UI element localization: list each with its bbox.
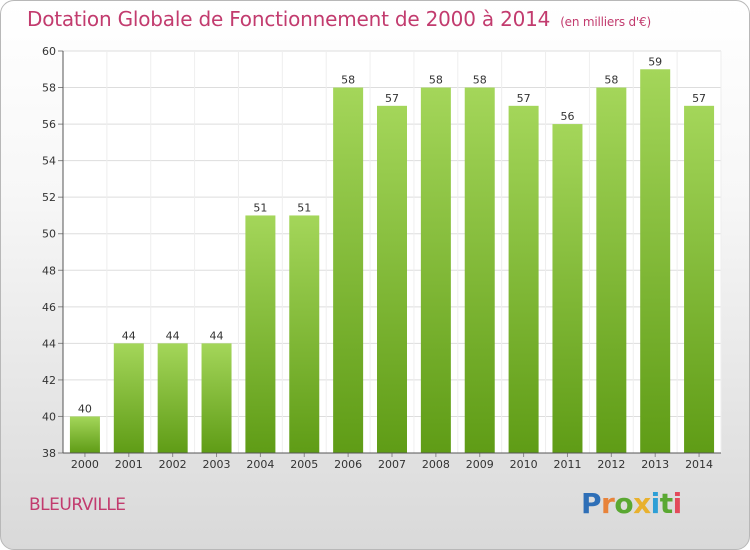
data-label-2006: 58 bbox=[341, 74, 355, 87]
x-tick-label-2007: 2007 bbox=[378, 458, 406, 471]
x-tick-label-2008: 2008 bbox=[422, 458, 450, 471]
x-tick-label-2000: 2000 bbox=[71, 458, 99, 471]
logo-letter: P bbox=[581, 487, 602, 520]
x-tick-label-2003: 2003 bbox=[203, 458, 231, 471]
x-tick-label-2010: 2010 bbox=[510, 458, 538, 471]
data-label-2001: 44 bbox=[122, 329, 136, 342]
data-label-2003: 44 bbox=[210, 329, 224, 342]
chart-subtitle: (en milliers d'€) bbox=[560, 15, 651, 29]
proxiti-logo[interactable]: Proxiti bbox=[581, 487, 682, 520]
bar-2004 bbox=[245, 215, 276, 453]
x-tick-label-2001: 2001 bbox=[115, 458, 143, 471]
y-tick-label: 42 bbox=[42, 374, 56, 387]
data-label-2007: 57 bbox=[385, 92, 399, 105]
x-tick-label-2011: 2011 bbox=[553, 458, 581, 471]
data-label-2013: 59 bbox=[648, 55, 662, 68]
labels: 38 40 42 44 46 48 50 52 54 56 58 60 40 2000 44 2001 44 20… bbox=[42, 45, 713, 471]
bar-2000 bbox=[69, 416, 100, 453]
bar-2005 bbox=[289, 215, 320, 453]
x-tick-label-2005: 2005 bbox=[290, 458, 318, 471]
y-tick-label: 48 bbox=[42, 264, 56, 277]
y-tick-label: 60 bbox=[42, 45, 56, 58]
y-tick-label: 52 bbox=[42, 191, 56, 204]
x-tick-label-2006: 2006 bbox=[334, 458, 362, 471]
data-label-2012: 58 bbox=[604, 74, 618, 87]
x-tick-label-2004: 2004 bbox=[246, 458, 274, 471]
data-label-2008: 58 bbox=[429, 74, 443, 87]
y-tick-label: 56 bbox=[42, 118, 56, 131]
data-label-2010: 57 bbox=[517, 92, 531, 105]
logo-letter: o bbox=[614, 487, 634, 520]
bar-2002 bbox=[157, 343, 188, 453]
x-tick-label-2002: 2002 bbox=[159, 458, 187, 471]
x-tick-label-2013: 2013 bbox=[641, 458, 669, 471]
bar-2009 bbox=[464, 87, 495, 453]
logo-letter: i bbox=[672, 487, 683, 520]
chart-title: Dotation Globale de Fonctionnement de 20… bbox=[27, 7, 651, 31]
data-label-2002: 44 bbox=[166, 329, 180, 342]
place-name: BLEURVILLE bbox=[29, 495, 126, 515]
data-label-2009: 58 bbox=[473, 74, 487, 87]
y-tick-label: 58 bbox=[42, 82, 56, 95]
y-tick-label: 46 bbox=[42, 301, 56, 314]
logo-letter: x bbox=[633, 487, 651, 520]
logo-letter: i bbox=[650, 487, 661, 520]
x-tick-label-2009: 2009 bbox=[466, 458, 494, 471]
bar-2014 bbox=[684, 105, 715, 454]
logo-letter: r bbox=[601, 487, 615, 520]
bar-2013 bbox=[640, 69, 671, 453]
y-tick-label: 44 bbox=[42, 337, 56, 350]
bar-2003 bbox=[201, 343, 232, 453]
bar-2012 bbox=[596, 87, 627, 453]
logo-letter: t bbox=[659, 487, 673, 520]
data-label-2014: 57 bbox=[692, 92, 706, 105]
data-label-2000: 40 bbox=[78, 402, 92, 415]
bars bbox=[69, 69, 715, 454]
data-label-2011: 56 bbox=[560, 110, 574, 123]
bar-2001 bbox=[113, 343, 144, 453]
y-tick-label: 40 bbox=[42, 410, 56, 423]
axes bbox=[58, 50, 721, 457]
x-tick-label-2012: 2012 bbox=[597, 458, 625, 471]
bar-2011 bbox=[552, 124, 583, 453]
bar-2008 bbox=[420, 87, 451, 453]
x-tick-label-2014: 2014 bbox=[685, 458, 713, 471]
bar-2010 bbox=[508, 105, 539, 454]
y-tick-label: 50 bbox=[42, 228, 56, 241]
y-tick-label: 54 bbox=[42, 155, 56, 168]
data-label-2005: 51 bbox=[297, 201, 311, 214]
chart-title-text: Dotation Globale de Fonctionnement de 20… bbox=[27, 7, 551, 31]
bar-2007 bbox=[377, 105, 407, 454]
bar-2006 bbox=[333, 87, 364, 453]
y-tick-label: 38 bbox=[42, 447, 56, 460]
data-label-2004: 51 bbox=[253, 201, 267, 214]
